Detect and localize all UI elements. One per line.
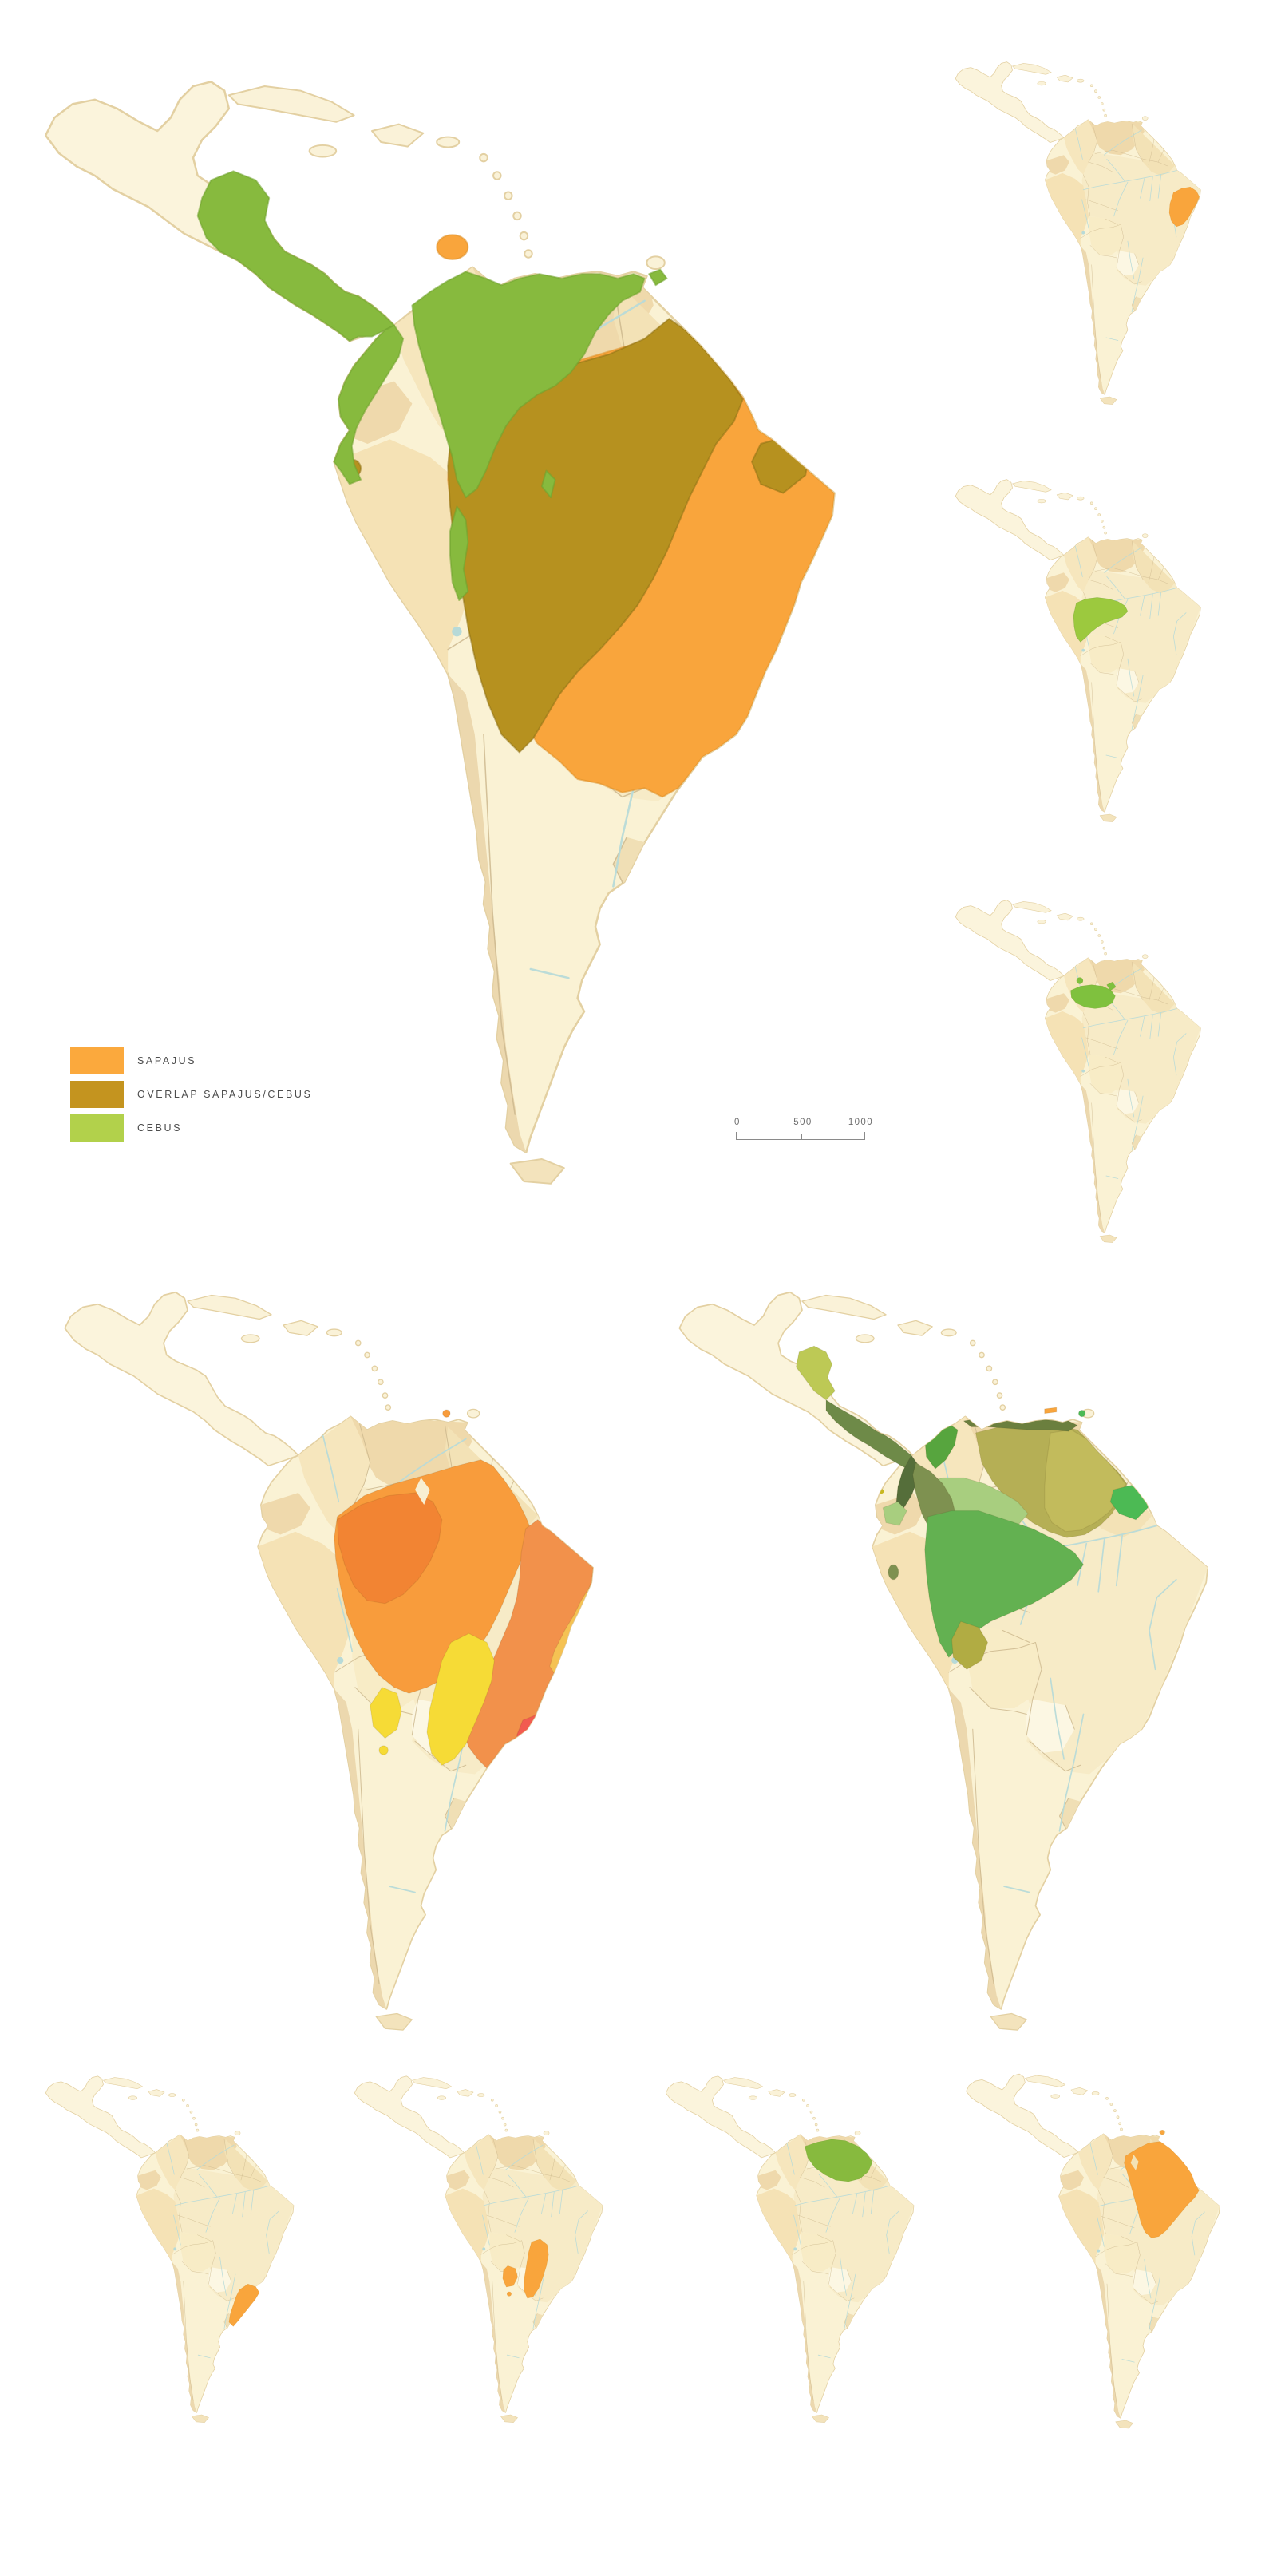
map-overview-svg [14,42,908,1204]
map-mid-right-svg [658,1265,1257,2044]
map-bottom-3 [656,2064,937,2429]
map-small-right-2-svg [946,467,1224,828]
range-cebus-west-amazon-green [924,1510,1085,1658]
range-patch-east-lobe [1106,982,1117,991]
range-sapajus-bolivia-yellow-dot [378,1745,389,1755]
range-cebus-nicaragua [795,1345,836,1401]
scale-tick-0: 0 [734,1118,741,1127]
map-small-right-3 [946,888,1224,1248]
range-sapajus-margarita-dot [442,1409,451,1418]
range-patch-southeast-brazil [228,2284,260,2327]
range-overlap [447,318,744,754]
range-cebus-peru-coast-patch [888,1564,899,1581]
range-sapajus-atlantic-red [516,1713,556,1757]
legend-row-overlap: OVERLAP SAPAJUS/CEBUS [70,1081,312,1108]
legend-swatch-cebus [70,1114,124,1142]
range-cebus-peru-khaki [951,1620,989,1670]
map-bottom-3-svg [656,2064,937,2429]
scale-bar-mid-tick [801,1134,802,1139]
map-mid-left-svg [44,1265,642,2044]
scale-bar: 0 500 1000 [733,1118,873,1145]
legend-swatch-overlap [70,1081,124,1108]
range-cebus-ecuador-band [882,1501,907,1526]
scale-tick-1000: 1000 [848,1118,873,1127]
range-patch-trinidad-dot [1160,2130,1165,2135]
range-patch-main [1124,2141,1200,2238]
orange-island-dash [1044,1407,1058,1415]
legend: SAPAJUS OVERLAP SAPAJUS/CEBUS CEBUS [70,1047,312,1148]
map-bottom-4-svg [956,2061,1243,2435]
legend-label-overlap: OVERLAP SAPAJUS/CEBUS [137,1089,313,1100]
range-cebus-amazon-sliver [540,469,556,499]
range-patch-main [1070,984,1116,1009]
range-patch-north-lobe [1076,977,1084,984]
map-small-right-3-svg [946,888,1224,1248]
range-cebus-choco-ecuador [333,324,405,485]
map-bottom-1 [36,2064,317,2429]
range-patch-northwest-amazon [1070,977,1117,1009]
range-patch-west-lobe [502,2265,518,2288]
range-patch-guianas-lower-amazon [1124,2130,1200,2238]
top-cream-notch [415,1478,430,1505]
scale-tick-500: 500 [793,1118,812,1127]
map-bottom-2-svg [345,2064,626,2429]
map-bottom-2 [345,2064,626,2429]
range-patch-western-amazon [1073,597,1129,643]
map-mid-right-cebus [658,1265,1257,2044]
scale-bar-bracket [736,1132,865,1140]
range-patch-east-lobe [524,2238,549,2299]
legend-row-cebus: CEBUS [70,1114,312,1142]
range-cebus-paria-patch [648,268,668,287]
legend-label-cebus: CEBUS [137,1122,183,1134]
map-bottom-1-svg [36,2064,317,2429]
range-patch-dot [506,2291,512,2297]
central-america-overlays [795,1345,917,1470]
legend-swatch-sapajus [70,1047,124,1074]
range-patch-bolivia-paraguay [502,2238,549,2299]
range-cebus-north-south-america [411,271,646,499]
range-patch-northeast-brazil [1168,186,1200,228]
range-cebus-khaki-guyana [1044,1429,1126,1533]
scale-bar-labels: 0 500 1000 [733,1118,873,1129]
range-patch-notch [1130,2155,1139,2170]
map-small-right-1 [946,49,1224,410]
map-small-right-1-svg [946,49,1224,410]
range-sapajus-northwest-dark-orange [336,1492,443,1605]
legend-row-sapajus: SAPAJUS [70,1047,312,1074]
map-bottom-4 [956,2061,1243,2435]
range-sapajus-cerrado-yellow [426,1632,495,1766]
range-sapajus-guajira-patch [436,234,469,260]
legend-label-sapajus: SAPAJUS [137,1055,197,1066]
range-cebus-margarita-dot [1077,1409,1086,1418]
map-overview [14,42,908,1204]
south-america-overlays [879,1417,1149,1670]
range-patch-guiana-shield [805,2139,873,2182]
range-cebus-andes-strip [449,505,469,601]
map-mid-left-sapajus [44,1265,642,2044]
map-small-right-2 [946,467,1224,828]
range-sapajus-bolivia-yellow [370,1687,402,1739]
